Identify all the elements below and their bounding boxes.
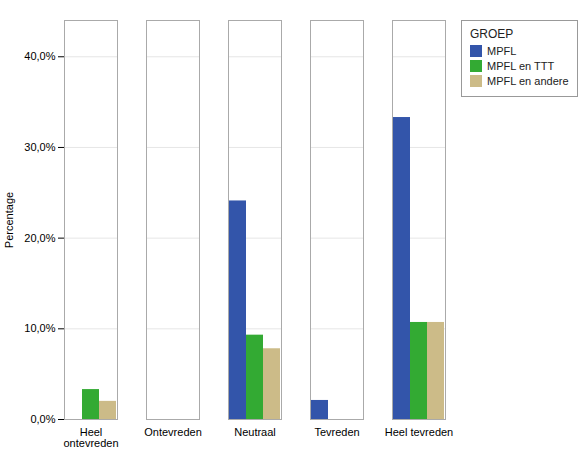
svg-text:20,0%: 20,0% xyxy=(24,232,55,244)
html-text:MPFL en andere: MPFL en andere xyxy=(487,75,569,87)
html-text:GROEP: GROEP xyxy=(470,27,514,41)
html-text:MPFL en TTT: MPFL en TTT xyxy=(487,60,555,72)
svg-text:30,0%: 30,0% xyxy=(24,141,55,153)
svg-text:Ontevreden: Ontevreden xyxy=(144,426,201,438)
html-text:MPFL: MPFL xyxy=(487,45,517,57)
svg-text:Percentage: Percentage xyxy=(3,192,15,248)
svg-text:Heel tevreden: Heel tevreden xyxy=(385,426,454,438)
svg-text:Neutraal: Neutraal xyxy=(234,426,276,438)
svg-text:40,0%: 40,0% xyxy=(24,50,55,62)
svg-text:0,0%: 0,0% xyxy=(30,413,55,425)
svg-text:Tevreden: Tevreden xyxy=(314,426,359,438)
svg-text:Heelontevreden: Heelontevreden xyxy=(63,426,118,449)
svg-text:10,0%: 10,0% xyxy=(24,322,55,334)
